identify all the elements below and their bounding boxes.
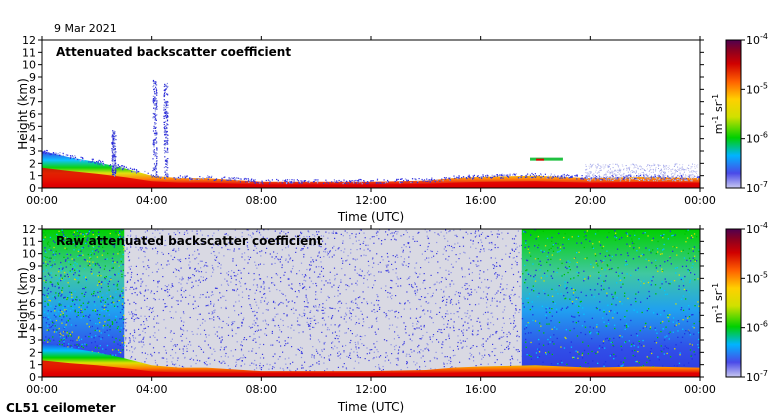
layer-core <box>536 158 545 161</box>
colorbar-2: 10-4 10-5 10-6 10-7 m-1 sr-1 <box>711 221 768 384</box>
y-tick-label: 9 <box>29 71 36 84</box>
x-tick-label: 04:00 <box>136 383 168 396</box>
y-tick-label: 6 <box>29 297 36 310</box>
y-tick-label: 7 <box>29 285 36 298</box>
x-tick-label: 12:00 <box>355 383 387 396</box>
y-tick-label: 3 <box>29 334 36 347</box>
panel-title: Raw attenuated backscatter coefficient <box>56 234 323 248</box>
y-tick-label: 1 <box>29 359 36 372</box>
y-tick-label: 0 <box>29 371 36 384</box>
cloud-plume <box>152 79 158 177</box>
y-tick-label: 4 <box>29 133 36 146</box>
y-tick-label: 12 <box>22 223 36 236</box>
colorbar-unit-label: m-1 sr-1 <box>711 94 725 134</box>
colorbar-tick-label: 10-4 <box>746 32 768 47</box>
boundary-layer-core <box>42 167 700 188</box>
colorbar-tick-label: 10-5 <box>746 81 768 96</box>
y-tick-label: 3 <box>29 145 36 158</box>
y-axis-label: Height (km) <box>16 78 30 149</box>
cloud-plume <box>111 130 117 177</box>
x-tick-label: 16:00 <box>465 383 497 396</box>
x-tick-label: 12:00 <box>355 194 387 207</box>
y-tick-label: 11 <box>22 46 36 59</box>
y-tick-label: 6 <box>29 108 36 121</box>
colorbar-gradient <box>725 228 742 378</box>
y-tick-label: 5 <box>29 120 36 133</box>
y-axis-label: Height (km) <box>16 267 30 338</box>
x-tick-label: 00:00 <box>684 194 716 207</box>
x-tick-label: 00:00 <box>26 194 58 207</box>
x-tick-label: 00:00 <box>684 383 716 396</box>
colorbar-gradient <box>725 39 742 189</box>
colorbar-1: 10-4 10-5 10-6 10-7 m-1 sr-1 <box>711 32 768 195</box>
boundary-layer-core <box>42 360 700 377</box>
y-tick-label: 5 <box>29 309 36 322</box>
x-tick-label: 20:00 <box>574 194 606 207</box>
colorbar-tick-label: 10-5 <box>746 270 768 285</box>
y-tick-label: 8 <box>29 272 36 285</box>
y-tick-label: 2 <box>29 346 36 359</box>
y-tick-label: 9 <box>29 260 36 273</box>
boundary-layer <box>42 151 700 188</box>
y-tick-label: 4 <box>29 322 36 335</box>
boundary-layer-band <box>42 341 700 377</box>
panel-raw: Raw attenuated backscatter coefficient 0… <box>16 223 716 414</box>
panel-attenuated: Attenuated backscatter coefficient 01234… <box>16 34 716 224</box>
y-tick-label: 11 <box>22 235 36 248</box>
y-tick-label: 10 <box>22 59 36 72</box>
x-axis-label: Time (UTC) <box>337 210 404 224</box>
plot-area <box>42 40 700 188</box>
x-axis-label: Time (UTC) <box>337 400 404 414</box>
x-tick-label: 08:00 <box>245 383 277 396</box>
boundary-layer <box>42 341 700 377</box>
elevated-layer <box>530 157 563 161</box>
y-tick-label: 1 <box>29 170 36 183</box>
colorbar-tick-label: 10-6 <box>746 320 768 335</box>
colorbar-tick-label: 10-7 <box>746 180 768 195</box>
y-tick-label: 10 <box>22 248 36 261</box>
colorbar-unit-label: m-1 sr-1 <box>711 283 725 323</box>
panel-title: Attenuated backscatter coefficient <box>56 45 291 59</box>
y-tick-label: 0 <box>29 182 36 195</box>
cloud-plume <box>163 82 169 177</box>
instrument-label: CL51 ceilometer <box>6 401 116 415</box>
y-tick-label: 12 <box>22 34 36 47</box>
colorbar-tick-label: 10-4 <box>746 221 768 236</box>
x-tick-label: 00:00 <box>26 383 58 396</box>
layer-band <box>530 157 563 161</box>
colorbar-tick-label: 10-7 <box>746 369 768 384</box>
x-tick-label: 08:00 <box>245 194 277 207</box>
x-tick-label: 16:00 <box>465 194 497 207</box>
x-tick-label: 20:00 <box>574 383 606 396</box>
date-label: 9 Mar 2021 <box>54 22 117 35</box>
x-tick-label: 04:00 <box>136 194 168 207</box>
colorbar-tick-label: 10-6 <box>746 131 768 146</box>
y-tick-label: 7 <box>29 96 36 109</box>
y-tick-label: 8 <box>29 83 36 96</box>
noise-regime-high <box>521 229 700 377</box>
y-tick-label: 2 <box>29 157 36 170</box>
boundary-layer-band <box>42 151 700 188</box>
noise-region <box>584 163 699 182</box>
